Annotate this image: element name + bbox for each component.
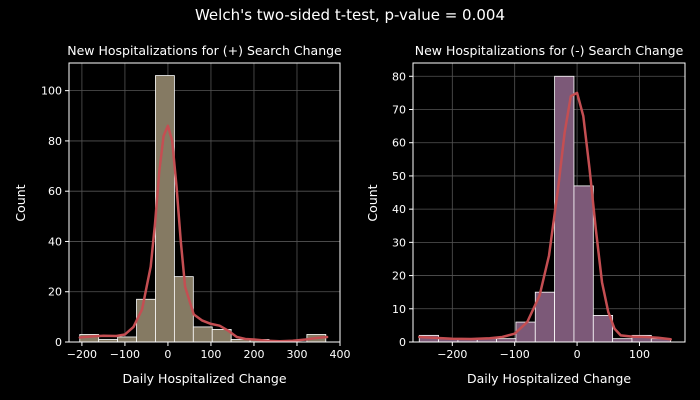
left-y-tick-label: 60: [48, 185, 62, 198]
figure-suptitle: Welch's two-sided t-test, p-value = 0.00…: [195, 6, 505, 24]
right-y-tick-label: 50: [392, 170, 406, 183]
left-x-tick-label: 100: [200, 348, 221, 361]
left-histogram-bar: [192, 326, 213, 343]
right-chart-title: New Hospitalizations for (-) Search Chan…: [415, 43, 684, 58]
right-y-tick-label: 30: [392, 236, 406, 249]
right-y-axis-label: Count: [365, 184, 380, 221]
left-y-axis-label: Count: [13, 184, 28, 221]
right-y-tick-label: 70: [392, 104, 406, 117]
right-y-tick-label: 80: [392, 70, 406, 83]
right-x-tick-label: −200: [437, 348, 467, 361]
left-x-tick-label: 0: [164, 348, 171, 361]
right-y-tick-label: 20: [392, 270, 406, 283]
left-y-tick-label: 80: [48, 135, 62, 148]
right-y-tick-label: 40: [392, 203, 406, 216]
left-x-tick-label: −100: [110, 348, 140, 361]
right-histogram-panel: New Hospitalizations for (-) Search Chan…: [365, 43, 686, 386]
left-x-tick-label: 200: [243, 348, 264, 361]
left-axes-frame: [68, 62, 341, 343]
right-x-tick-label: 0: [574, 348, 581, 361]
right-y-tick-label: 60: [392, 137, 406, 150]
left-histogram-bar: [155, 75, 175, 343]
left-x-tick-label: −200: [67, 348, 97, 361]
right-y-tick-label: 0: [399, 336, 406, 349]
right-x-tick-label: 100: [629, 348, 650, 361]
right-axes-frame: [412, 62, 686, 343]
left-histogram-panel: New Hospitalizations for (+) Search Chan…: [13, 43, 351, 386]
left-y-tick-label: 0: [55, 336, 62, 349]
left-kde-line: [78, 124, 329, 343]
right-x-axis-label: Daily Hospitalized Change: [467, 371, 631, 386]
left-x-axis-label: Daily Hospitalized Change: [122, 371, 286, 386]
left-x-tick-label: 400: [330, 348, 351, 361]
right-kde-line: [417, 91, 672, 341]
right-x-tick-label: −100: [500, 348, 530, 361]
right-histogram-bar: [554, 75, 575, 343]
left-y-tick-label: 20: [48, 286, 62, 299]
left-x-tick-label: 300: [286, 348, 307, 361]
right-y-tick-label: 10: [392, 303, 406, 316]
left-histogram-bar: [136, 298, 156, 343]
left-y-tick-label: 100: [41, 85, 62, 98]
left-chart-title: New Hospitalizations for (+) Search Chan…: [67, 43, 342, 58]
left-histogram-bar: [117, 336, 137, 343]
left-y-tick-label: 40: [48, 235, 62, 248]
right-histogram-bar: [573, 185, 594, 343]
